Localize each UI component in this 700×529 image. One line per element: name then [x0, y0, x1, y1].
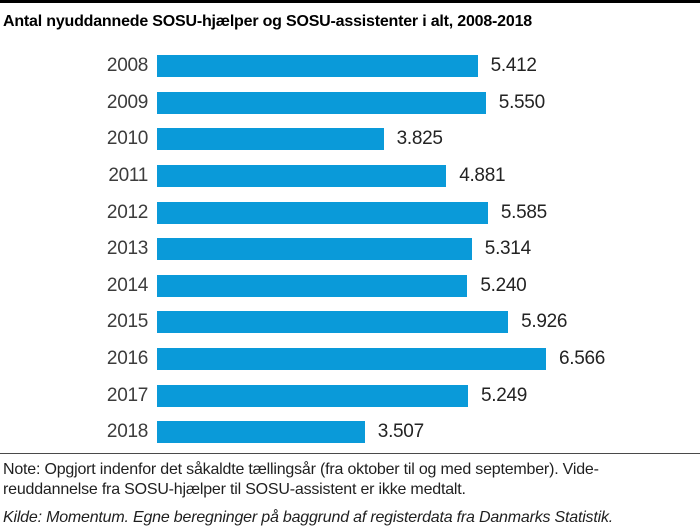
year-label: 2012 — [106, 201, 148, 223]
chart-row: 2009 5.550 — [0, 85, 700, 122]
top-border-rule — [0, 0, 700, 3]
chart-row: 2013 5.314 — [0, 231, 700, 268]
year-label: 2013 — [106, 238, 148, 260]
year-label: 2018 — [106, 421, 148, 443]
year-label: 2011 — [108, 165, 148, 187]
year-label: 2008 — [106, 55, 148, 77]
chart-row: 2011 4.881 — [0, 158, 700, 195]
value-label: 6.566 — [559, 348, 606, 370]
bar — [157, 165, 447, 188]
bar — [157, 421, 365, 444]
year-label: 2009 — [106, 91, 148, 113]
chart-row: 2014 5.240 — [0, 268, 700, 305]
value-label: 5.412 — [490, 55, 537, 77]
bar — [157, 384, 468, 407]
chart-row: 2012 5.585 — [0, 194, 700, 231]
bar — [157, 55, 478, 78]
bar — [157, 348, 546, 371]
chart-row: 2010 3.825 — [0, 121, 700, 158]
bar — [157, 91, 486, 114]
bar-chart: 2008 5.412 2009 5.550 2010 3.825 2011 4.881 2012… — [0, 48, 700, 451]
value-label: 3.507 — [377, 421, 424, 443]
value-label: 5.926 — [521, 311, 568, 333]
value-label: 5.585 — [500, 201, 547, 223]
chart-row: 2017 5.249 — [0, 377, 700, 414]
bar — [157, 201, 488, 224]
bar — [157, 238, 472, 261]
chart-note: Note: Opgjort indenfor det såkaldte tæll… — [3, 460, 700, 500]
year-label: 2015 — [106, 311, 148, 333]
chart-row: 2015 5.926 — [0, 304, 700, 341]
chart-row: 2016 6.566 — [0, 341, 700, 378]
value-label: 5.249 — [481, 384, 528, 406]
chart-title: Antal nyuddannede SOSU-hjælper og SOSU-a… — [3, 13, 532, 30]
year-label: 2017 — [106, 384, 148, 406]
value-label: 4.881 — [459, 165, 506, 187]
footer-divider-rule — [0, 452, 700, 454]
value-label: 5.550 — [498, 91, 545, 113]
value-label: 5.240 — [480, 274, 527, 296]
source-credit: Kilde: Momentum. Egne beregninger på bag… — [3, 508, 614, 526]
chart-row: 2018 3.507 — [0, 414, 700, 451]
chart-row: 2008 5.412 — [0, 48, 700, 85]
bar — [157, 128, 384, 151]
value-label: 5.314 — [484, 238, 531, 260]
bar — [157, 274, 468, 297]
note-line-2: reuddannelse fra SOSU-hjælper til SOSU-a… — [3, 480, 466, 498]
year-label: 2014 — [106, 274, 148, 296]
bar — [157, 311, 509, 334]
note-line-1: Note: Opgjort indenfor det såkaldte tæll… — [3, 460, 599, 478]
year-label: 2010 — [106, 128, 148, 150]
year-label: 2016 — [106, 348, 148, 370]
value-label: 3.825 — [396, 128, 443, 150]
